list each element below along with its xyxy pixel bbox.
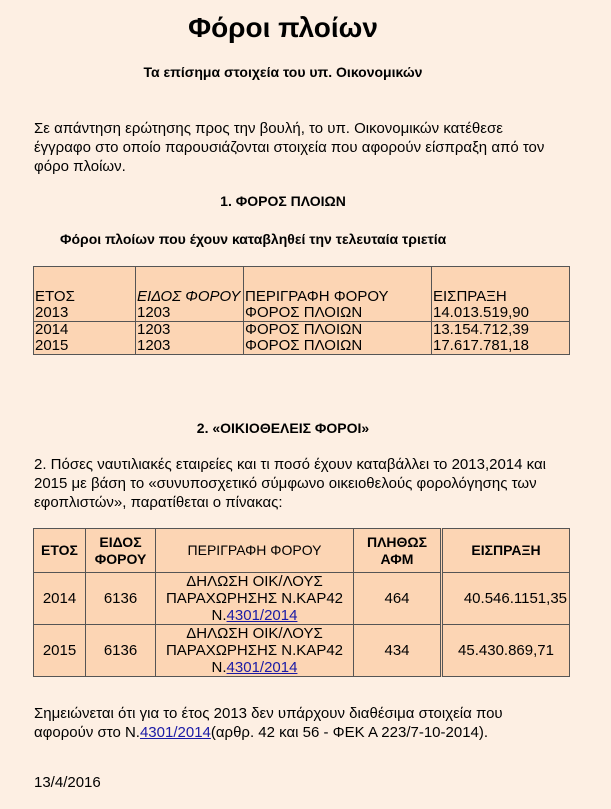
cell-revenue: 17.617.781,18 [431,338,570,355]
cell-type: 1203 [135,338,244,355]
table-row: 2015 1203 ΦΟΡΟΣ ΠΛΟΙΩΝ 17.617.781,18 [33,338,570,355]
cell-year: 2013 [33,305,136,322]
law-link[interactable]: 4301/2014 [226,659,298,676]
cell-description: ΦΟΡΟΣ ΠΛΟΙΩΝ [243,321,432,338]
description-text: ΔΗΛΩΣΗ ΟΙΚ/ΛΟΥΣ ΠΑΡΑΧΩΡΗΣΗΣ Ν.ΚΑΡ42 [165,625,344,659]
subtitle: Τα επίσημα στοιχεία του υπ. Οικονομικών [143,64,423,80]
header-description: ΠΕΡΙΓΡΑΦΗ ΦΟΡΟΥ [243,266,432,305]
intro-paragraph: Σε απάντηση ερώτησης προς την βουλή, το … [34,120,545,175]
header-description: ΠΕΡΙΓΡΑΦΗ ΦΟΡΟΥ [155,528,354,573]
law-prefix: Ν. [211,607,227,624]
section1-heading: 1. ΦΟΡΟΣ ΠΛΟΙΩΝ [220,193,346,209]
section2-heading: 2. «ΟΙΚΙΟΘΕΛΕΙΣ ΦΟΡΟΙ» [196,420,370,436]
header-year: ΕΤΟΣ [33,528,86,573]
header-revenue: ΕΙΣΠΡΑΞΗ [431,266,570,305]
ship-tax-table: ΕΤΟΣ ΕΙΔΟΣ ΦΟΡΟΥ ΠΕΡΙΓΡΑΦΗ ΦΟΡΟΥ ΕΙΣΠΡΑΞ… [33,266,570,355]
cell-description: ΦΟΡΟΣ ΠΛΟΙΩΝ [243,305,432,322]
cell-type: 6136 [85,572,156,625]
table-header-row: ΕΤΟΣ ΕΙΔΟΣ ΦΟΡΟΥ ΠΕΡΙΓΡΑΦΗ ΦΟΡΟΥ ΠΛΗΘΩΣ … [33,528,570,573]
table-row: 2015 6136 ΔΗΛΩΣΗ ΟΙΚ/ΛΟΥΣ ΠΑΡΑΧΩΡΗΣΗΣ Ν.… [33,624,570,677]
cell-description: ΔΗΛΩΣΗ ΟΙΚ/ΛΟΥΣ ΠΑΡΑΧΩΡΗΣΗΣ Ν.ΚΑΡ42 Ν.430… [155,624,354,677]
note-text-end: (αρθρ. 42 και 56 - ΦΕΚ Α 223/7-10-2014). [210,724,489,741]
note-law-link[interactable]: 4301/2014 [139,724,211,741]
header-revenue: ΕΙΣΠΡΑΞΗ [440,528,570,573]
cell-type: 1203 [135,305,244,322]
table-row: 2014 6136 ΔΗΛΩΣΗ ΟΙΚ/ΛΟΥΣ ΠΑΡΑΧΩΡΗΣΗΣ Ν.… [33,572,570,625]
table-row: 2014 1203 ΦΟΡΟΣ ΠΛΟΙΩΝ 13.154.712,39 [33,321,570,338]
voluntary-tax-table: ΕΤΟΣ ΕΙΔΟΣ ΦΟΡΟΥ ΠΕΡΙΓΡΑΦΗ ΦΟΡΟΥ ΠΛΗΘΩΣ … [33,528,570,677]
cell-description: ΦΟΡΟΣ ΠΛΟΙΩΝ [243,338,432,355]
header-count: ΠΛΗΘΩΣ ΑΦΜ [353,528,442,573]
cell-year: 2015 [33,624,86,677]
note-paragraph: Σημειώνεται ότι για το έτος 2013 δεν υπά… [34,704,524,742]
header-type: ΕΙΔΟΣ ΦΟΡΟΥ [135,266,244,305]
cell-description: ΔΗΛΩΣΗ ΟΙΚ/ΛΟΥΣ ΠΑΡΑΧΩΡΗΣΗΣ Ν.ΚΑΡ42 Ν.430… [155,572,354,625]
section2-paragraph: 2. Πόσες ναυτιλιακές εταιρείες και τι πο… [34,456,546,511]
cell-type: 1203 [135,321,244,338]
cell-revenue: 40.546.1151,35 [440,572,570,625]
note-text: Σημειώνεται ότι για το έτος 2013 δεν υπά… [34,705,503,741]
header-year: ΕΤΟΣ [33,266,136,305]
cell-revenue: 13.154.712,39 [431,321,570,338]
cell-count: 434 [353,624,442,677]
cell-revenue: 45.430.869,71 [440,624,570,677]
law-prefix: Ν. [211,659,227,676]
cell-count: 464 [353,572,442,625]
law-link[interactable]: 4301/2014 [226,607,298,624]
header-type: ΕΙΔΟΣ ΦΟΡΟΥ [85,528,156,573]
cell-type: 6136 [85,624,156,677]
cell-year: 2014 [33,321,136,338]
section1-caption: Φόροι πλοίων που έχουν καταβληθεί την τε… [60,231,447,247]
date: 13/4/2016 [34,774,101,791]
table-row: 2013 1203 ΦΟΡΟΣ ΠΛΟΙΩΝ 14.013.519,90 [33,305,570,322]
cell-year: 2015 [33,338,136,355]
page-title: Φόροι πλοίων [188,12,378,43]
cell-year: 2014 [33,572,86,625]
table-header-row: ΕΤΟΣ ΕΙΔΟΣ ΦΟΡΟΥ ΠΕΡΙΓΡΑΦΗ ΦΟΡΟΥ ΕΙΣΠΡΑΞ… [33,266,570,305]
description-text: ΔΗΛΩΣΗ ΟΙΚ/ΛΟΥΣ ΠΑΡΑΧΩΡΗΣΗΣ Ν.ΚΑΡ42 [165,573,344,607]
cell-revenue: 14.013.519,90 [431,305,570,322]
